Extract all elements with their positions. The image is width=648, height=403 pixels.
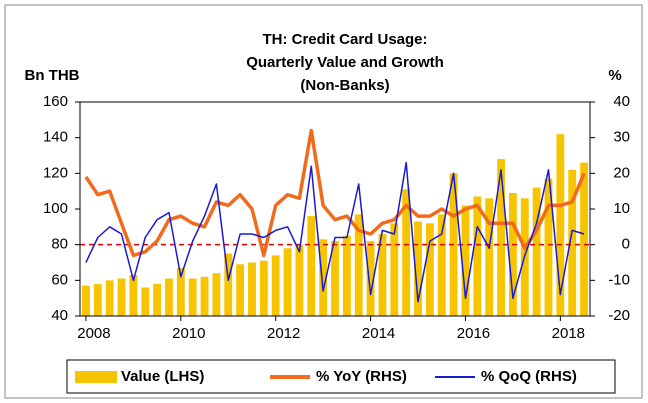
x-tick-label: 2016 [457,325,490,342]
bar [461,205,470,316]
bar [283,248,292,316]
y2-tick-label: 40 [613,93,630,110]
bar [402,189,411,316]
y2-tick-label: 10 [613,200,630,217]
bar [497,159,505,316]
bar [378,233,387,316]
bar [141,287,150,316]
y2-tick-label: 20 [613,164,630,181]
bar [390,223,399,316]
x-tick-label: 2010 [172,325,205,342]
chart-title: Quarterly Value and Growth [246,54,444,71]
bar [437,214,446,316]
bar [473,196,482,316]
bar [319,239,328,316]
bar [342,235,351,316]
legend-label: % QoQ (RHS) [481,368,577,385]
y2-tick-label: 30 [613,129,630,146]
line-series [84,128,586,258]
bar [307,216,316,316]
y-tick-label: 60 [51,271,68,288]
bar [236,264,245,316]
bar [93,283,102,316]
bar [82,285,90,316]
legend-box [66,359,616,394]
bar [568,169,577,316]
y2-tick-label: 0 [622,236,630,253]
bar [105,280,114,316]
bar [414,221,422,316]
x-tick-label: 2008 [77,325,110,342]
legend-label: Value (LHS) [121,368,204,385]
y-tick-label: 100 [43,200,68,217]
bar [425,223,434,316]
bar [556,134,565,316]
bar [259,260,268,316]
bar [544,178,553,316]
bar [165,278,173,316]
x-tick-label: 2018 [552,325,585,342]
bar [188,278,197,316]
legend-label: % YoY (RHS) [316,368,407,385]
bar [354,214,363,316]
bar [485,198,494,316]
y-tick-label: 40 [51,307,68,324]
bar [117,278,126,316]
y2-tick-label: -10 [608,271,630,288]
bar [153,283,162,316]
bar [366,241,375,316]
y-tick-label: 160 [43,93,68,110]
x-tick-label: 2014 [362,325,395,342]
chart-title: (Non-Banks) [300,77,389,94]
bar [295,244,304,316]
bar [331,241,339,316]
bar [532,187,541,316]
line-series [85,161,585,303]
chart-title: TH: Credit Card Usage: [262,31,427,48]
bar [580,162,588,316]
y-tick-label: 140 [43,129,68,146]
legend-swatch [75,371,117,383]
bar [271,255,280,316]
x-tick-label: 2012 [267,325,300,342]
y-tick-label: 80 [51,236,68,253]
bar [176,267,185,316]
bar [508,192,517,316]
y2-axis-label: % [608,67,621,84]
bar [129,274,138,316]
y-tick-label: 120 [43,164,68,181]
bar [224,253,233,316]
bar [200,276,209,316]
y2-tick-label: -20 [608,307,630,324]
bar [248,262,256,316]
y-axis-label: Bn THB [25,67,80,84]
bar [212,273,221,316]
